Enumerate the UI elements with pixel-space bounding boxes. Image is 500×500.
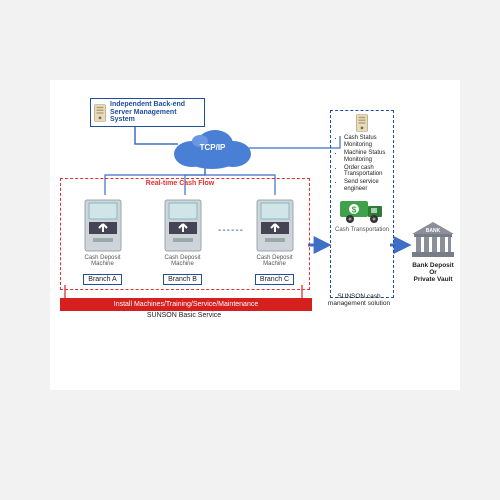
machine-branch-a: Cash Deposit Machine Branch A: [75, 198, 130, 286]
backend-label: Independent Back-end Server Management S…: [110, 101, 200, 124]
list-item: Cash Status Monitoring: [344, 135, 390, 149]
bank-caption: Bank Deposit Or Private Vault: [408, 262, 458, 283]
mgmt-solution-label: SUNSON cash management solution: [322, 293, 396, 307]
svg-text:BANK: BANK: [426, 228, 441, 234]
cloud-label: TCP/IP: [200, 143, 226, 152]
svg-text:$: $: [352, 206, 357, 215]
bank-node: BANK Bank Deposit Or Private Vault: [408, 220, 458, 283]
feature-list: Cash Status Monitoring Machine Status Mo…: [334, 135, 390, 193]
diagram-canvas: Independent Back-end Server Management S…: [50, 80, 460, 390]
management-solution-box: Cash Status Monitoring Machine Status Mo…: [330, 110, 394, 298]
bank-line2: Or: [429, 269, 437, 276]
list-item: Machine Status Monitoring: [344, 150, 390, 164]
ellipsis-dots: ------: [218, 225, 244, 236]
truck-icon: $: [338, 197, 386, 225]
cloud-tcpip: TCP/IP: [170, 126, 255, 170]
branch-label-a: Branch A: [83, 274, 121, 285]
machine-caption: Cash Deposit Machine: [155, 255, 210, 268]
server-icon: [93, 104, 107, 122]
machine-caption: Cash Deposit Machine: [247, 255, 302, 268]
bank-line1: Bank Deposit: [412, 262, 454, 269]
machine-caption: Cash Deposit Machine: [75, 255, 130, 268]
list-item: Send service engineer: [344, 179, 390, 193]
red-service-bar: Install Machines/Training/Service/Mainte…: [60, 298, 312, 311]
atm-icon: [83, 198, 123, 253]
list-item: Order cash Transportation: [344, 165, 390, 179]
atm-icon: [163, 198, 203, 253]
machine-branch-b: Cash Deposit Machine Branch B: [155, 198, 210, 286]
realtime-cashflow-label: Real-time Cash Flow: [145, 180, 215, 188]
branch-label-c: Branch C: [255, 274, 294, 285]
bank-line3: Private Vault: [413, 276, 452, 283]
atm-icon: [255, 198, 295, 253]
basic-service-label: SUNSON Basic Service: [60, 312, 308, 319]
bank-icon: BANK: [410, 220, 456, 260]
server-icon: [355, 114, 369, 132]
machine-branch-c: Cash Deposit Machine Branch C: [247, 198, 302, 286]
branch-label-b: Branch B: [163, 274, 202, 285]
truck-caption: Cash Transportation: [334, 227, 390, 233]
backend-server-box: Independent Back-end Server Management S…: [90, 98, 205, 127]
